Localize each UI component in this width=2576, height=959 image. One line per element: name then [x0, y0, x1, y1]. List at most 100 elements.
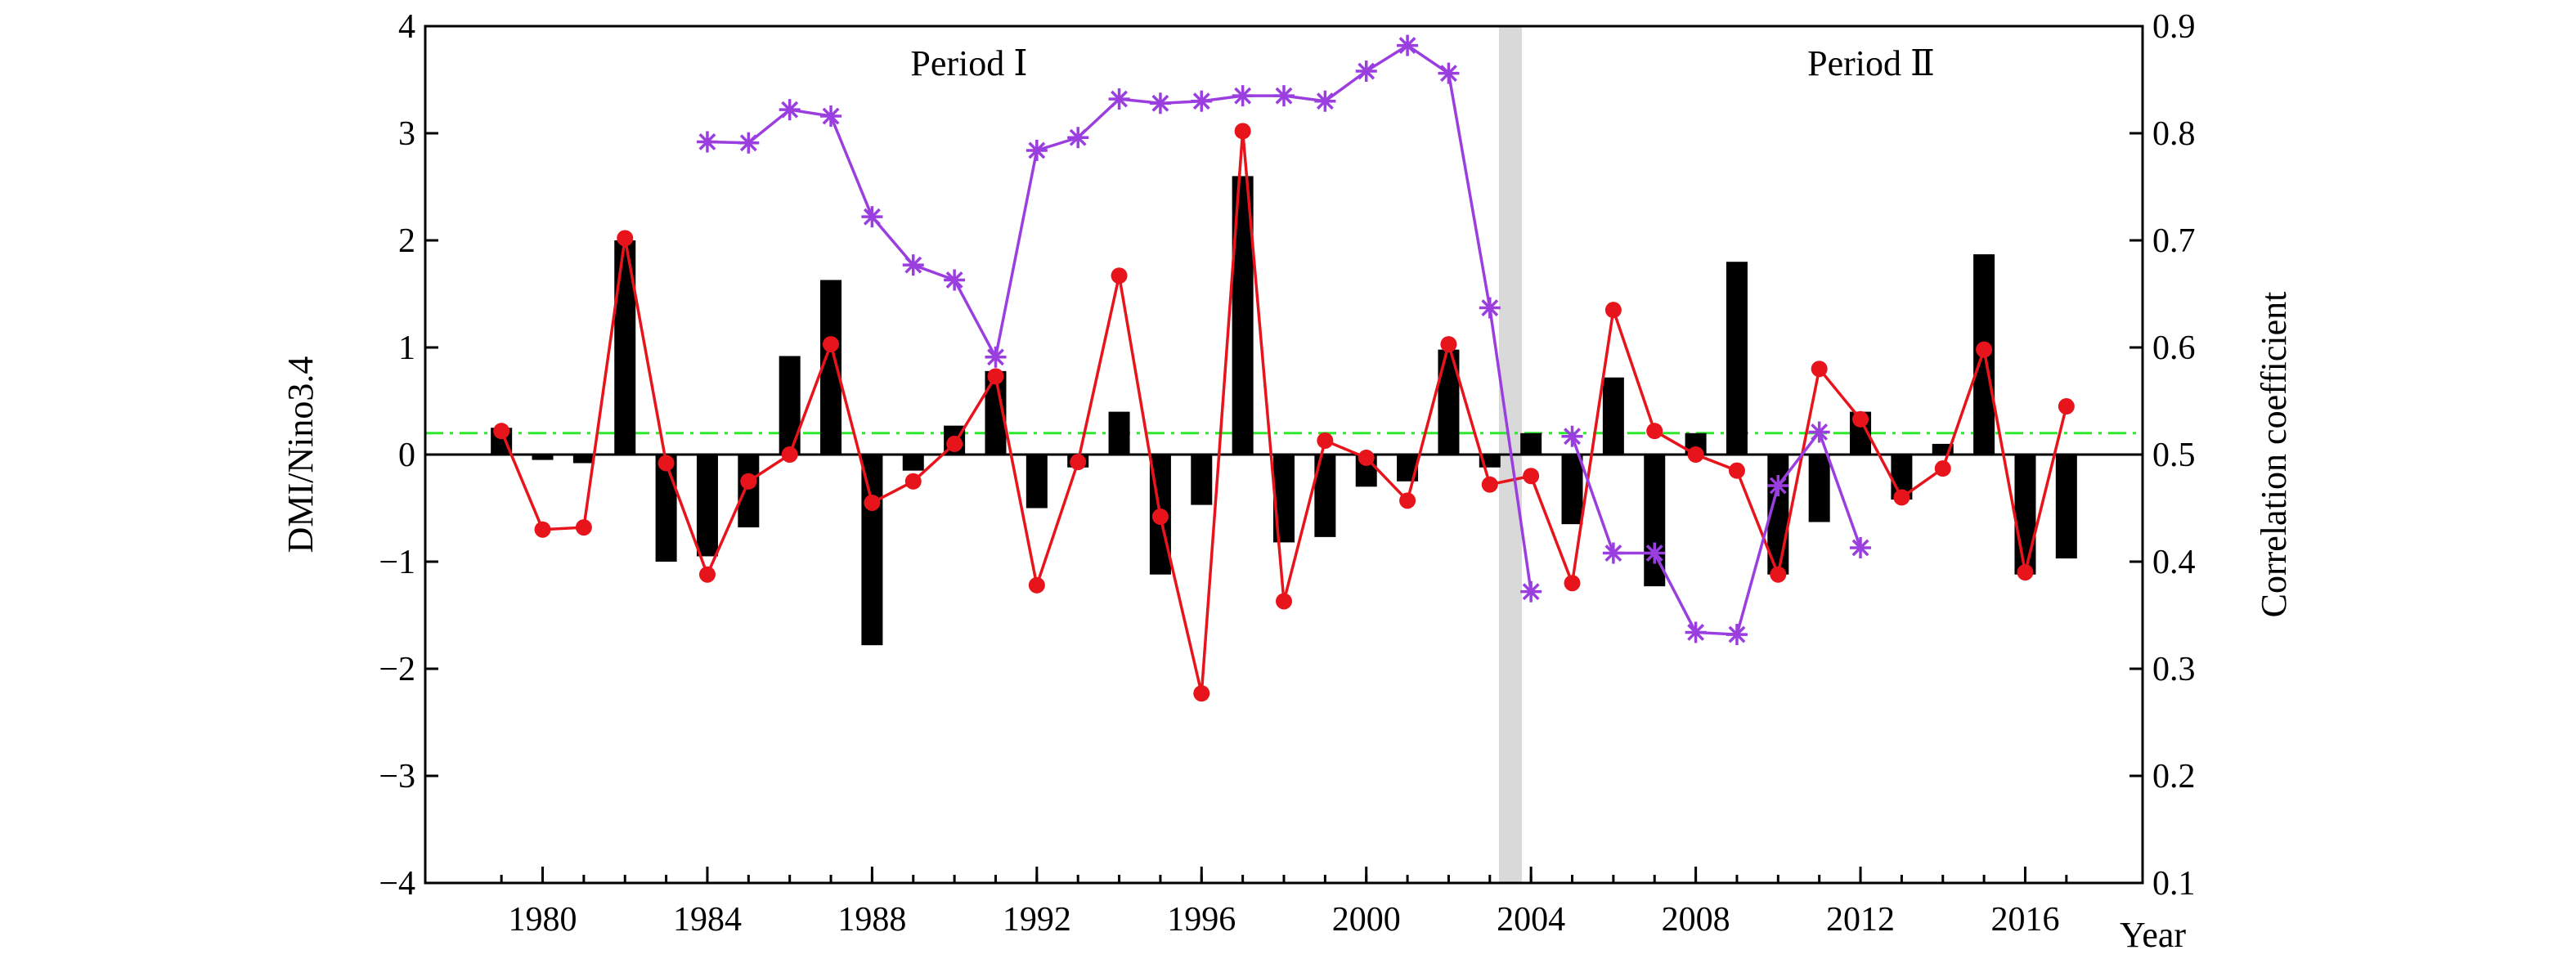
dmi-point-2012 — [1852, 410, 1869, 428]
bar-2017 — [2055, 455, 2077, 559]
correlation-point-2004 — [1520, 580, 1542, 603]
correlation-point-1999 — [1314, 90, 1336, 112]
dmi-point-2013 — [1893, 489, 1910, 506]
y-left-tick-label-7: −3 — [379, 758, 415, 795]
dmi-point-2017 — [2058, 398, 2075, 415]
x-tick-label-2004: 2004 — [1497, 901, 1565, 939]
y-right-tick-label-7: 0.2 — [2152, 758, 2196, 795]
bar-2005 — [1561, 455, 1583, 525]
x-tick-label-1984: 1984 — [673, 901, 742, 939]
y-right-tick-label-1: 0.8 — [2152, 115, 2196, 153]
dmi-point-2002 — [1440, 336, 1457, 353]
y-left-tick-label-6: −2 — [379, 651, 415, 688]
dmi-point-2010 — [1770, 566, 1787, 583]
correlation-point-2002 — [1438, 62, 1460, 84]
correlation-point-1991 — [985, 346, 1007, 368]
dmi-point-1985 — [740, 473, 757, 490]
dmi-point-2006 — [1604, 302, 1622, 319]
correlation-point-2010 — [1767, 474, 1789, 496]
dmi-point-1993 — [1070, 454, 1087, 471]
dmi-point-2007 — [1646, 423, 1663, 440]
bar-2004 — [1520, 432, 1542, 455]
y-left-tick-label-2: 2 — [398, 222, 415, 260]
dmi-point-2008 — [1687, 446, 1704, 463]
bar-1992 — [1025, 455, 1048, 509]
dmi-point-1989 — [904, 473, 922, 490]
x-tick-label-1996: 1996 — [1167, 901, 1236, 939]
dmi-point-1995 — [1151, 508, 1169, 525]
x-tick-label-1988: 1988 — [837, 901, 906, 939]
y-left-tick-label-1: 3 — [398, 115, 415, 153]
correlation-point-2003 — [1479, 297, 1501, 319]
correlation-point-1990 — [944, 269, 966, 291]
dmi-point-1999 — [1317, 432, 1334, 449]
dmi-point-1981 — [575, 519, 592, 536]
correlation-point-1995 — [1149, 92, 1171, 114]
bar-2011 — [1808, 455, 1830, 522]
bar-1983 — [655, 455, 677, 562]
y-left-tick-label-8: −4 — [379, 865, 415, 903]
correlation-point-2005 — [1561, 425, 1583, 447]
period-1-label: Period Ⅰ — [910, 43, 1027, 83]
bar-1985 — [738, 455, 760, 528]
y-axis-right: 0.9 0.8 0.7 0.6 0.5 0.4 0.3 0.2 0.1 — [2129, 8, 2196, 903]
bar-1988 — [861, 455, 883, 646]
correlation-point-1993 — [1067, 127, 1089, 149]
correlation-point-2011 — [1808, 421, 1830, 443]
y-left-tick-label-5: −1 — [379, 544, 415, 581]
dmi-point-1988 — [864, 494, 881, 511]
dmi-point-1992 — [1028, 576, 1045, 594]
y-right-tick-label-3: 0.6 — [2152, 329, 2196, 367]
y-right-tick-label-8: 0.1 — [2152, 865, 2196, 903]
correlation-point-1994 — [1108, 88, 1130, 110]
dmi-point-2016 — [2017, 564, 2034, 581]
dmi-point-2001 — [1399, 492, 1416, 509]
dmi-point-1996 — [1193, 685, 1210, 702]
dmi-point-2014 — [1934, 460, 1951, 477]
x-axis-title: Year — [2120, 915, 2186, 955]
y-right-tick-label-4: 0.5 — [2152, 437, 2196, 474]
y-right-tick-label-6: 0.3 — [2152, 651, 2196, 688]
correlation-point-2006 — [1602, 542, 1624, 564]
correlation-point-1987 — [820, 105, 842, 128]
bar-1981 — [572, 455, 595, 464]
dmi-point-1984 — [698, 566, 716, 583]
y-axis-left-title: DMI/Nino3.4 — [280, 356, 321, 553]
dmi-point-2005 — [1564, 575, 1581, 592]
correlation-point-2009 — [1726, 624, 1748, 646]
dmi-point-2011 — [1811, 361, 1828, 378]
bar-1996 — [1191, 455, 1213, 505]
y-right-tick-label-0: 0.9 — [2152, 8, 2196, 46]
y-left-tick-label-3: 1 — [398, 329, 415, 367]
correlation-point-2000 — [1355, 60, 1377, 83]
bar-1986 — [779, 356, 801, 455]
dmi-point-1994 — [1111, 267, 1128, 285]
y-right-tick-label-5: 0.4 — [2152, 544, 2196, 581]
correlation-point-2001 — [1397, 34, 1419, 56]
correlation-point-2012 — [1850, 536, 1872, 558]
x-tick-label-2008: 2008 — [1662, 901, 1730, 939]
correlation-point-1984 — [696, 131, 718, 153]
dmi-point-2009 — [1728, 462, 1745, 479]
y-axis-left: 4 3 2 1 0 −1 −2 −3 −4 — [379, 8, 438, 903]
bar-1989 — [902, 455, 924, 471]
bar-1980 — [532, 455, 554, 460]
dmi-point-1990 — [946, 435, 963, 452]
correlation-point-1992 — [1025, 139, 1048, 161]
x-tick-label-1980: 1980 — [509, 901, 577, 939]
correlation-point-1986 — [779, 99, 801, 121]
dmi-point-2000 — [1358, 449, 1375, 466]
dmi-point-1997 — [1234, 123, 1251, 140]
dmi-point-1983 — [657, 455, 675, 472]
x-axis: 1980 1984 1988 1992 1996 2000 2004 2008 2012 2016 — [500, 867, 2068, 939]
y-axis-right-title: Correlation coefficient — [2254, 292, 2294, 618]
bar-2006 — [1602, 377, 1624, 455]
dmi-point-2015 — [1976, 341, 1993, 358]
correlation-point-1989 — [902, 254, 924, 276]
x-tick-label-2000: 2000 — [1332, 901, 1401, 939]
correlation-point-1985 — [738, 132, 760, 154]
y-left-tick-label-0: 4 — [398, 8, 415, 46]
period-2-label: Period Ⅱ — [1807, 43, 1935, 83]
x-tick-label-2012: 2012 — [1826, 901, 1895, 939]
